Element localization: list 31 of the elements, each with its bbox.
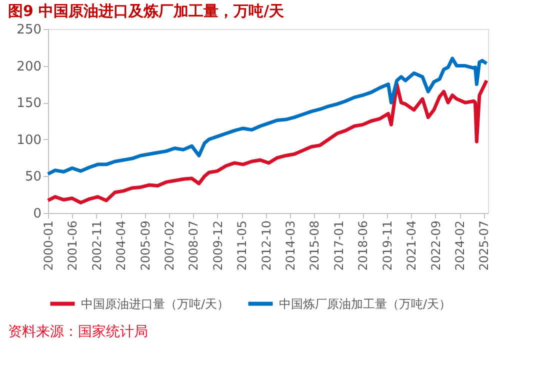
line-series xyxy=(46,78,488,204)
x-tick-label: 2024-02 xyxy=(453,220,468,271)
y-tick-label: 200 xyxy=(16,59,42,74)
x-tick-label: 2002-11 xyxy=(90,220,104,271)
line-series xyxy=(46,56,488,176)
y-tick-label: 0 xyxy=(33,206,42,222)
x-tick-label: 2019-11 xyxy=(380,220,394,271)
text: 资料来源：国家统计局 xyxy=(8,324,148,340)
y-tick-label: 250 xyxy=(16,22,42,38)
y-tick-label: 100 xyxy=(16,132,42,148)
x-tick-label: 2009-12 xyxy=(210,220,225,271)
x-tick-label: 2018-06 xyxy=(356,220,370,271)
x-tick-label: 2012-10 xyxy=(259,220,274,271)
chart-title: 图9 中国原油进口及炼厂加工量，万吨/天 xyxy=(8,2,286,20)
x-tick-label: 2000-01 xyxy=(42,220,56,271)
y-tick-label: 50 xyxy=(24,170,42,185)
x-tick-label: 2004-04 xyxy=(114,220,128,271)
x-tick-label: 2022-09 xyxy=(428,220,443,271)
y-tick-label: 150 xyxy=(16,96,42,112)
x-tick-label: 2025-07 xyxy=(477,220,492,271)
x-tick-label: 2011-05 xyxy=(235,220,250,271)
x-tick-label: 2008-07 xyxy=(186,220,201,271)
legend-label: 中国炼厂原油加工量（万吨/天） xyxy=(279,296,452,311)
x-tick-label: 2007-02 xyxy=(162,220,177,271)
x-tick-label: 2014-03 xyxy=(284,220,298,271)
x-tick-label: 2015-08 xyxy=(308,220,322,271)
x-tick-label: 2017-01 xyxy=(332,220,346,271)
x-tick-label: 2005-09 xyxy=(138,220,152,271)
legend-label: 中国原油进口量（万吨/天） xyxy=(81,296,230,311)
x-tick-label: 2001-06 xyxy=(66,220,80,271)
x-tick-label: 2021-04 xyxy=(404,220,419,271)
